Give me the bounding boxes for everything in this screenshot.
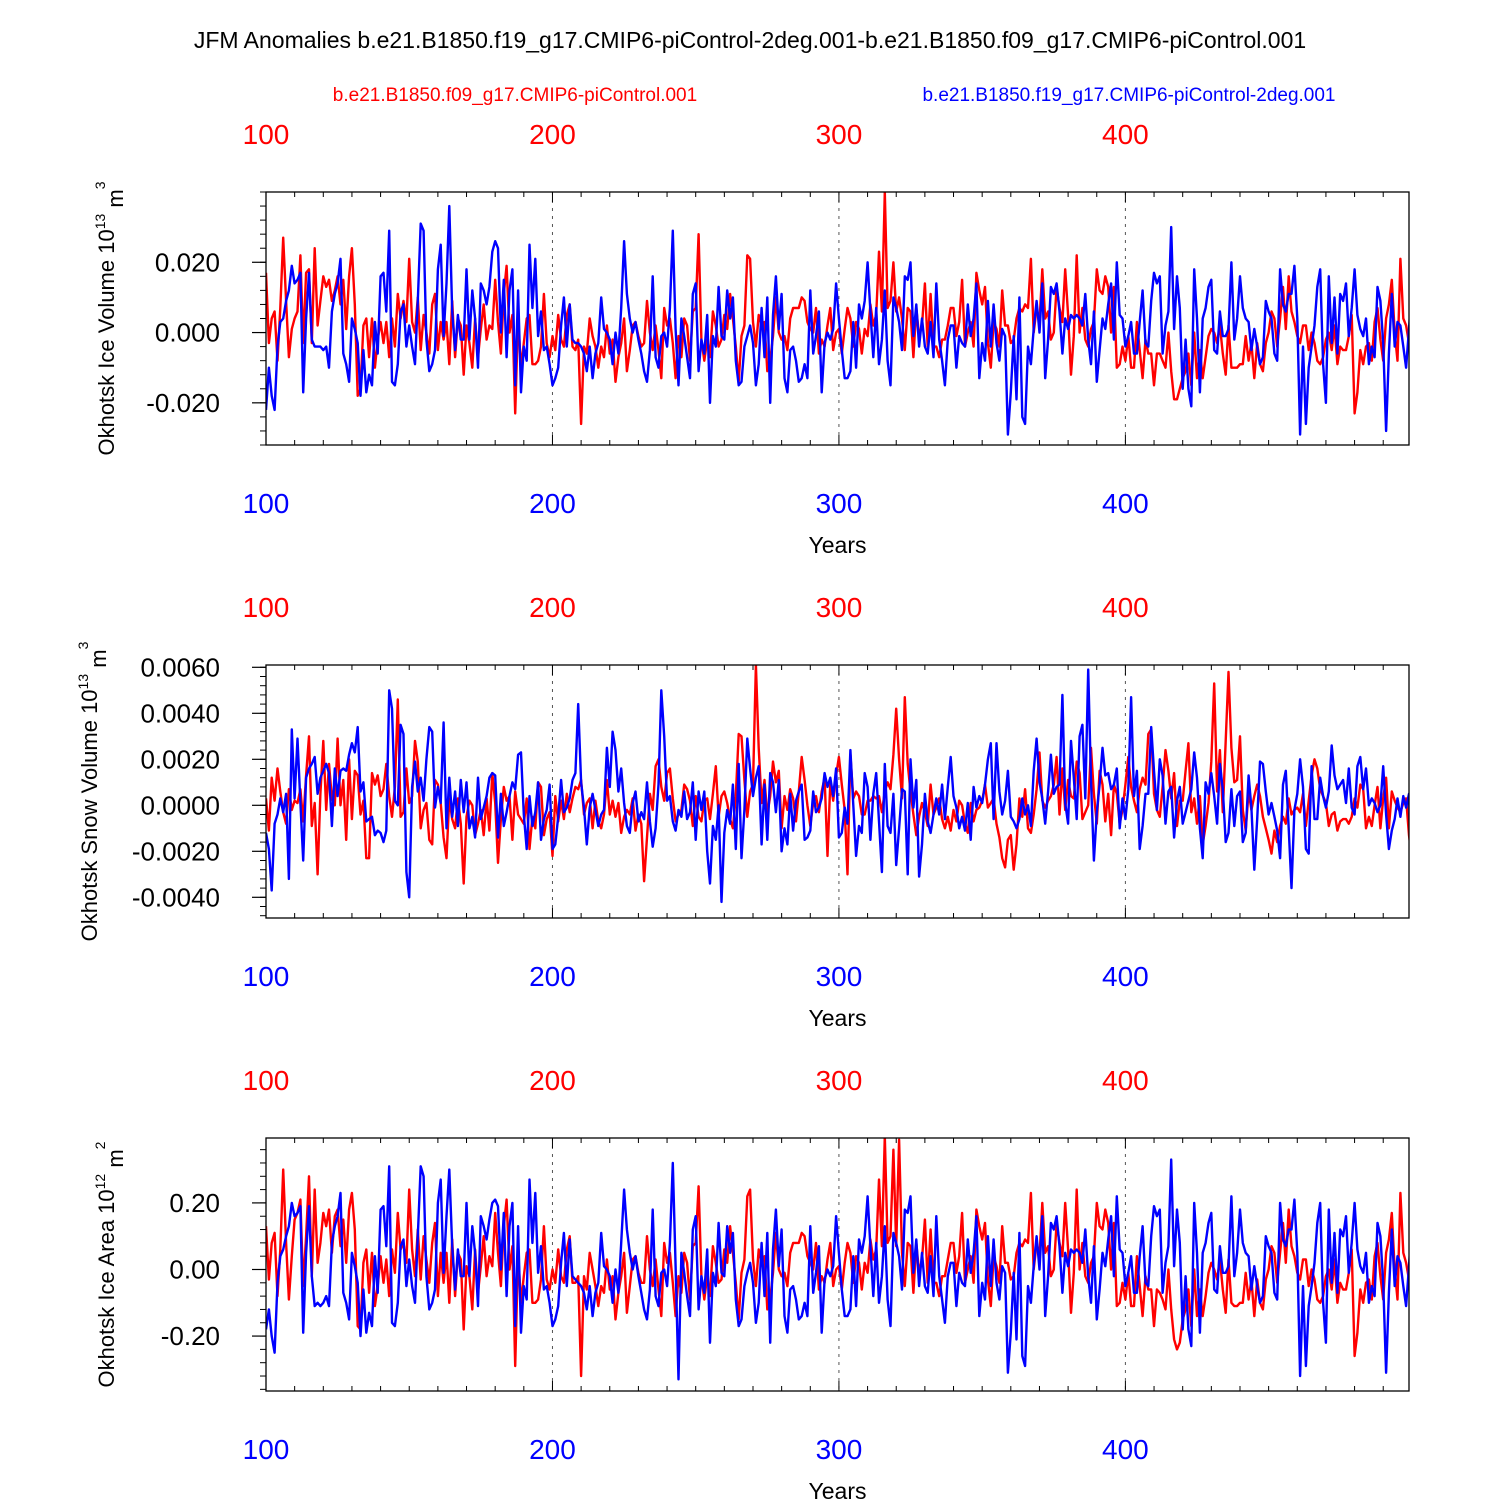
series-line-blue [266,204,1409,436]
panel-ice_area: -0.20 0.00 0.20 100 100 200 200 300 300 400 400 Yea… [92,1065,1410,1500]
y-tick-label: -0.20 [161,1321,220,1351]
x-axis-label: Years [809,532,867,558]
x-tick-label-bottom: 400 [1102,488,1149,519]
y-tick-label: 0.0020 [140,744,220,774]
y-axis-label-main: Okhotsk Ice Volume 10 [94,229,119,455]
x-tick-label-bottom: 300 [816,961,863,992]
y-axis-label-main: Okhotsk Snow Volume 10 [77,689,102,941]
plot-frame [265,1137,1410,1392]
y-axis-label: Okhotsk Snow Volume 1013 m3 [75,641,111,941]
series-line-blue [266,668,1409,904]
y-axis-label: Okhotsk Ice Area 1012 m2 [92,1141,128,1387]
x-tick-label-bottom: 300 [816,488,863,519]
y-tick-label: -0.020 [146,388,220,418]
legend-blue-label: b.e21.B1850.f19_g17.CMIP6-piControl-2deg… [922,85,1335,106]
x-tick-label-top: 300 [816,592,863,623]
x-tick-label-top: 100 [243,1065,290,1096]
y-tick-label: 0.000 [155,318,220,348]
x-tick-label-top: 400 [1102,1065,1149,1096]
y-axis-label-exponent: 13 [92,214,108,230]
y-axis-label: Okhotsk Ice Volume 1013 m3 [92,181,128,455]
x-axis-label: Years [809,1478,867,1500]
figure-title: JFM Anomalies b.e21.B1850.f19_g17.CMIP6-… [194,27,1306,53]
y-axis-label-exponent: 13 [75,674,91,690]
x-tick-label-bottom: 100 [243,961,290,992]
x-tick-label-bottom: 100 [243,1434,290,1465]
x-tick-label-top: 400 [1102,119,1149,150]
x-tick-label-bottom: 300 [816,1434,863,1465]
y-axis-label-unit-exponent: 3 [75,641,91,649]
y-tick-label: 0.20 [169,1188,220,1218]
series-line-blue [266,1158,1409,1381]
x-tick-label-bottom: 400 [1102,1434,1149,1465]
x-tick-label-top: 200 [529,1065,576,1096]
panel-snow_volume: -0.0040 -0.0020 0.0000 0.0020 0.0040 0.0060 10… [75,592,1410,1031]
x-tick-label-top: 400 [1102,592,1149,623]
panel-ice_volume: -0.020 0.000 0.020 100 100 200 200 300 300 400 400… [92,119,1410,558]
legend-red-label: b.e21.B1850.f09_g17.CMIP6-piControl.001 [333,85,697,106]
series-line-red [266,192,1409,426]
y-axis-label-unit-exponent: 2 [92,1141,108,1149]
y-tick-label: 0.0000 [140,790,220,820]
y-axis-label-unit: m [86,649,111,673]
y-tick-label: -0.0020 [132,836,220,866]
y-tick-label: -0.0040 [132,882,220,912]
x-tick-label-bottom: 100 [243,488,290,519]
y-axis-label-exponent: 12 [92,1174,108,1190]
x-tick-label-top: 200 [529,119,576,150]
x-tick-label-bottom: 200 [529,961,576,992]
y-axis-label-unit: m [103,1149,128,1173]
panels: -0.020 0.000 0.020 100 100 200 200 300 300 400 400… [75,119,1410,1500]
x-tick-label-top: 300 [816,119,863,150]
x-axis-label: Years [809,1005,867,1031]
x-tick-label-bottom: 200 [529,488,576,519]
y-tick-label: 0.0040 [140,698,220,728]
x-tick-label-top: 100 [243,119,290,150]
y-axis-label-main: Okhotsk Ice Area 10 [94,1189,119,1387]
y-tick-label: 0.020 [155,247,220,277]
x-tick-label-bottom: 400 [1102,961,1149,992]
x-tick-label-top: 300 [816,1065,863,1096]
x-tick-label-bottom: 200 [529,1434,576,1465]
y-axis-label-unit: m [103,189,128,213]
plot-frame [265,664,1410,919]
x-tick-label-top: 100 [243,592,290,623]
x-tick-label-top: 200 [529,592,576,623]
y-tick-label: 0.0060 [140,652,220,682]
y-axis-label-unit-exponent: 3 [92,181,108,189]
y-tick-label: 0.00 [169,1254,220,1284]
